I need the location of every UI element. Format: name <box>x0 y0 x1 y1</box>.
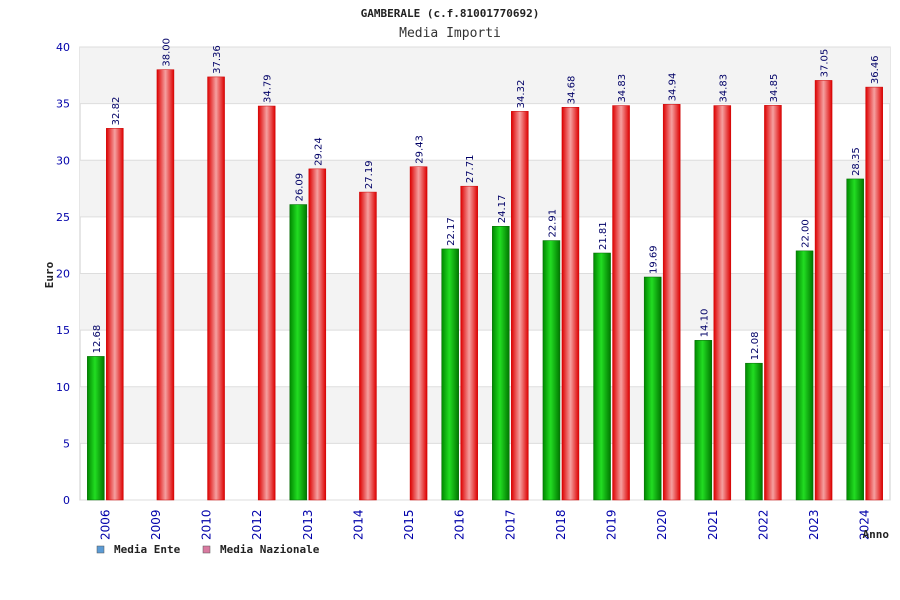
bar-media-ente-2022 <box>745 362 763 501</box>
value-label: 12.68 <box>92 325 103 354</box>
x-tick-label: 2022 <box>756 509 770 540</box>
y-tick-label: 25 <box>56 211 70 224</box>
bar-media-nazionale-2019 <box>612 105 630 501</box>
value-label: 22.91 <box>547 209 558 238</box>
value-labels: 12.68 32.82 38.00 37.36 34.79 26.09 29.24 27.19… <box>92 38 881 360</box>
y-tick-label: 5 <box>63 437 70 450</box>
bar-media-ente-2016 <box>441 248 459 501</box>
value-label: 27.71 <box>465 155 476 184</box>
value-label: 34.83 <box>617 74 628 103</box>
bar-media-ente-2019 <box>593 252 611 501</box>
y-tick-label: 15 <box>56 324 70 337</box>
value-label: 36.46 <box>870 55 881 84</box>
chart-title: GAMBERALE (c.f.81001770692) <box>361 7 540 20</box>
x-tick-label: 2013 <box>301 509 315 540</box>
bar-media-ente-2013 <box>289 204 308 501</box>
value-label: 22.00 <box>801 219 812 248</box>
value-label: 37.05 <box>820 49 831 78</box>
bar-media-nazionale-2010 <box>207 76 225 501</box>
value-label: 24.17 <box>497 195 508 224</box>
bar-media-nazionale-2015 <box>409 166 428 501</box>
bar-media-nazionale-2024 <box>865 86 883 501</box>
value-label: 28.35 <box>851 147 862 176</box>
y-axis-ticks: 0 5 10 15 20 25 30 35 40 <box>56 41 70 507</box>
legend-swatch <box>202 545 211 554</box>
value-label: 29.24 <box>313 137 324 166</box>
y-tick-label: 40 <box>56 41 70 54</box>
y-tick-label: 30 <box>56 154 70 167</box>
x-tick-label: 2021 <box>706 509 720 540</box>
bar-media-nazionale-2012 <box>257 105 276 501</box>
chart-subtitle: Media Importi <box>399 26 501 41</box>
bar-media-nazionale-2020 <box>662 104 681 501</box>
bar-media-ente-2024 <box>846 178 864 501</box>
x-tick-label: 2006 <box>98 509 112 540</box>
value-label: 34.79 <box>263 74 274 103</box>
bar-media-nazionale-2013 <box>308 168 327 501</box>
bar-media-ente-2023 <box>795 250 814 501</box>
x-tick-label: 2017 <box>503 509 517 540</box>
bar-media-nazionale-2018 <box>561 106 580 501</box>
x-tick-label: 2015 <box>402 509 416 540</box>
bar-media-ente-2006 <box>87 356 105 501</box>
value-label: 19.69 <box>649 245 660 274</box>
value-label: 22.17 <box>446 217 457 246</box>
x-tick-label: 2018 <box>554 509 568 540</box>
y-axis-title: Euro <box>43 261 56 288</box>
y-tick-label: 20 <box>56 268 70 281</box>
bar-media-ente-2018 <box>542 240 561 501</box>
legend-label: Media Nazionale <box>220 543 320 556</box>
value-label: 37.36 <box>212 45 223 74</box>
legend-label: Media Ente <box>114 543 181 556</box>
x-axis-title: Anno <box>863 528 890 541</box>
bars <box>87 69 883 501</box>
bar-media-nazionale-2022 <box>764 105 782 501</box>
bar-media-nazionale-2023 <box>814 80 833 501</box>
value-label: 26.09 <box>294 173 305 202</box>
bar-media-nazionale-2006 <box>106 128 124 501</box>
legend: Media Ente Media Nazionale <box>96 543 320 556</box>
y-tick-label: 0 <box>63 494 70 507</box>
x-tick-label: 2020 <box>655 509 669 540</box>
value-label: 34.32 <box>516 80 527 109</box>
bar-media-nazionale-2009 <box>156 69 175 501</box>
legend-swatch <box>96 545 105 554</box>
value-label: 32.82 <box>111 97 122 126</box>
x-tick-label: 2010 <box>200 509 214 540</box>
value-label: 27.19 <box>364 160 375 189</box>
bar-media-nazionale-2017 <box>511 111 529 501</box>
value-label: 21.81 <box>598 221 609 250</box>
x-tick-label: 2023 <box>807 509 821 540</box>
bar-media-nazionale-2016 <box>460 185 478 501</box>
y-tick-label: 35 <box>56 98 70 111</box>
value-label: 34.68 <box>566 76 577 105</box>
x-tick-label: 2019 <box>605 509 619 540</box>
x-tick-label: 2014 <box>351 509 365 540</box>
bar-media-nazionale-2014 <box>359 191 377 501</box>
bar-media-ente-2017 <box>492 226 510 501</box>
x-tick-label: 2016 <box>453 509 467 540</box>
value-label: 34.83 <box>718 74 729 103</box>
value-label: 14.10 <box>699 309 710 338</box>
value-label: 38.00 <box>161 38 172 67</box>
x-axis-categories: 2006 2009 2010 2012 2013 2014 2015 2016 2017 2018… <box>98 509 871 540</box>
bar-media-nazionale-2021 <box>713 105 732 501</box>
value-label: 12.08 <box>750 332 761 361</box>
y-tick-label: 10 <box>56 381 70 394</box>
value-label: 29.43 <box>415 135 426 164</box>
bar-media-ente-2021 <box>694 340 713 501</box>
x-tick-label: 2012 <box>250 509 264 540</box>
value-label: 34.94 <box>668 73 679 102</box>
bar-media-ente-2020 <box>643 276 662 501</box>
value-label: 34.85 <box>769 74 780 103</box>
x-tick-label: 2024 <box>858 509 872 540</box>
x-tick-label: 2009 <box>149 509 163 540</box>
